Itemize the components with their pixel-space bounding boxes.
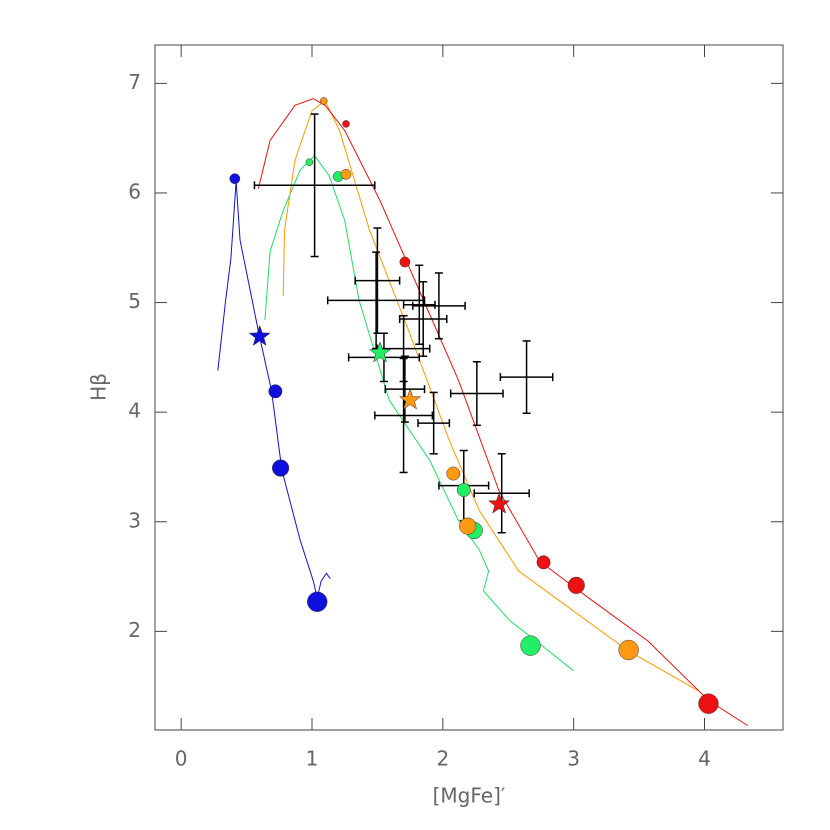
model-point — [520, 635, 541, 656]
model-point — [567, 576, 585, 594]
model-point — [446, 466, 461, 481]
y-axis-label: Hβ — [87, 373, 111, 401]
model-point — [698, 693, 719, 714]
model-point — [340, 168, 352, 180]
x-tick-label: 1 — [306, 747, 319, 771]
x-tick-label: 0 — [175, 747, 188, 771]
model-point — [399, 256, 411, 268]
star-point — [399, 388, 422, 410]
y-tick-label: 3 — [128, 508, 141, 532]
model-track — [282, 100, 699, 691]
x-axis-label: [MgFe]′ — [433, 784, 506, 808]
y-tick-label: 4 — [128, 399, 141, 423]
model-point — [320, 97, 328, 105]
model-point — [272, 459, 290, 477]
model-point — [459, 517, 477, 535]
model-point — [342, 120, 350, 128]
model-point — [536, 555, 551, 570]
plot-frame — [154, 44, 784, 731]
x-tick-label: 2 — [436, 747, 449, 771]
y-tick-label: 6 — [128, 179, 141, 203]
x-tick-label: 3 — [567, 747, 580, 771]
model-point — [456, 483, 471, 497]
model-track — [217, 180, 331, 599]
y-tick-label: 7 — [128, 70, 141, 94]
y-tick-label: 5 — [128, 289, 141, 313]
model-point — [229, 173, 241, 185]
model-track — [257, 98, 748, 727]
star-point — [248, 324, 271, 347]
y-tick-label: 2 — [128, 618, 141, 642]
star-point — [487, 492, 511, 514]
model-point — [618, 639, 639, 661]
star-point — [368, 341, 392, 363]
model-track — [264, 154, 574, 672]
model-point — [268, 384, 283, 399]
x-tick-label: 4 — [698, 747, 711, 771]
model-point — [307, 591, 328, 612]
model-point — [305, 158, 314, 167]
